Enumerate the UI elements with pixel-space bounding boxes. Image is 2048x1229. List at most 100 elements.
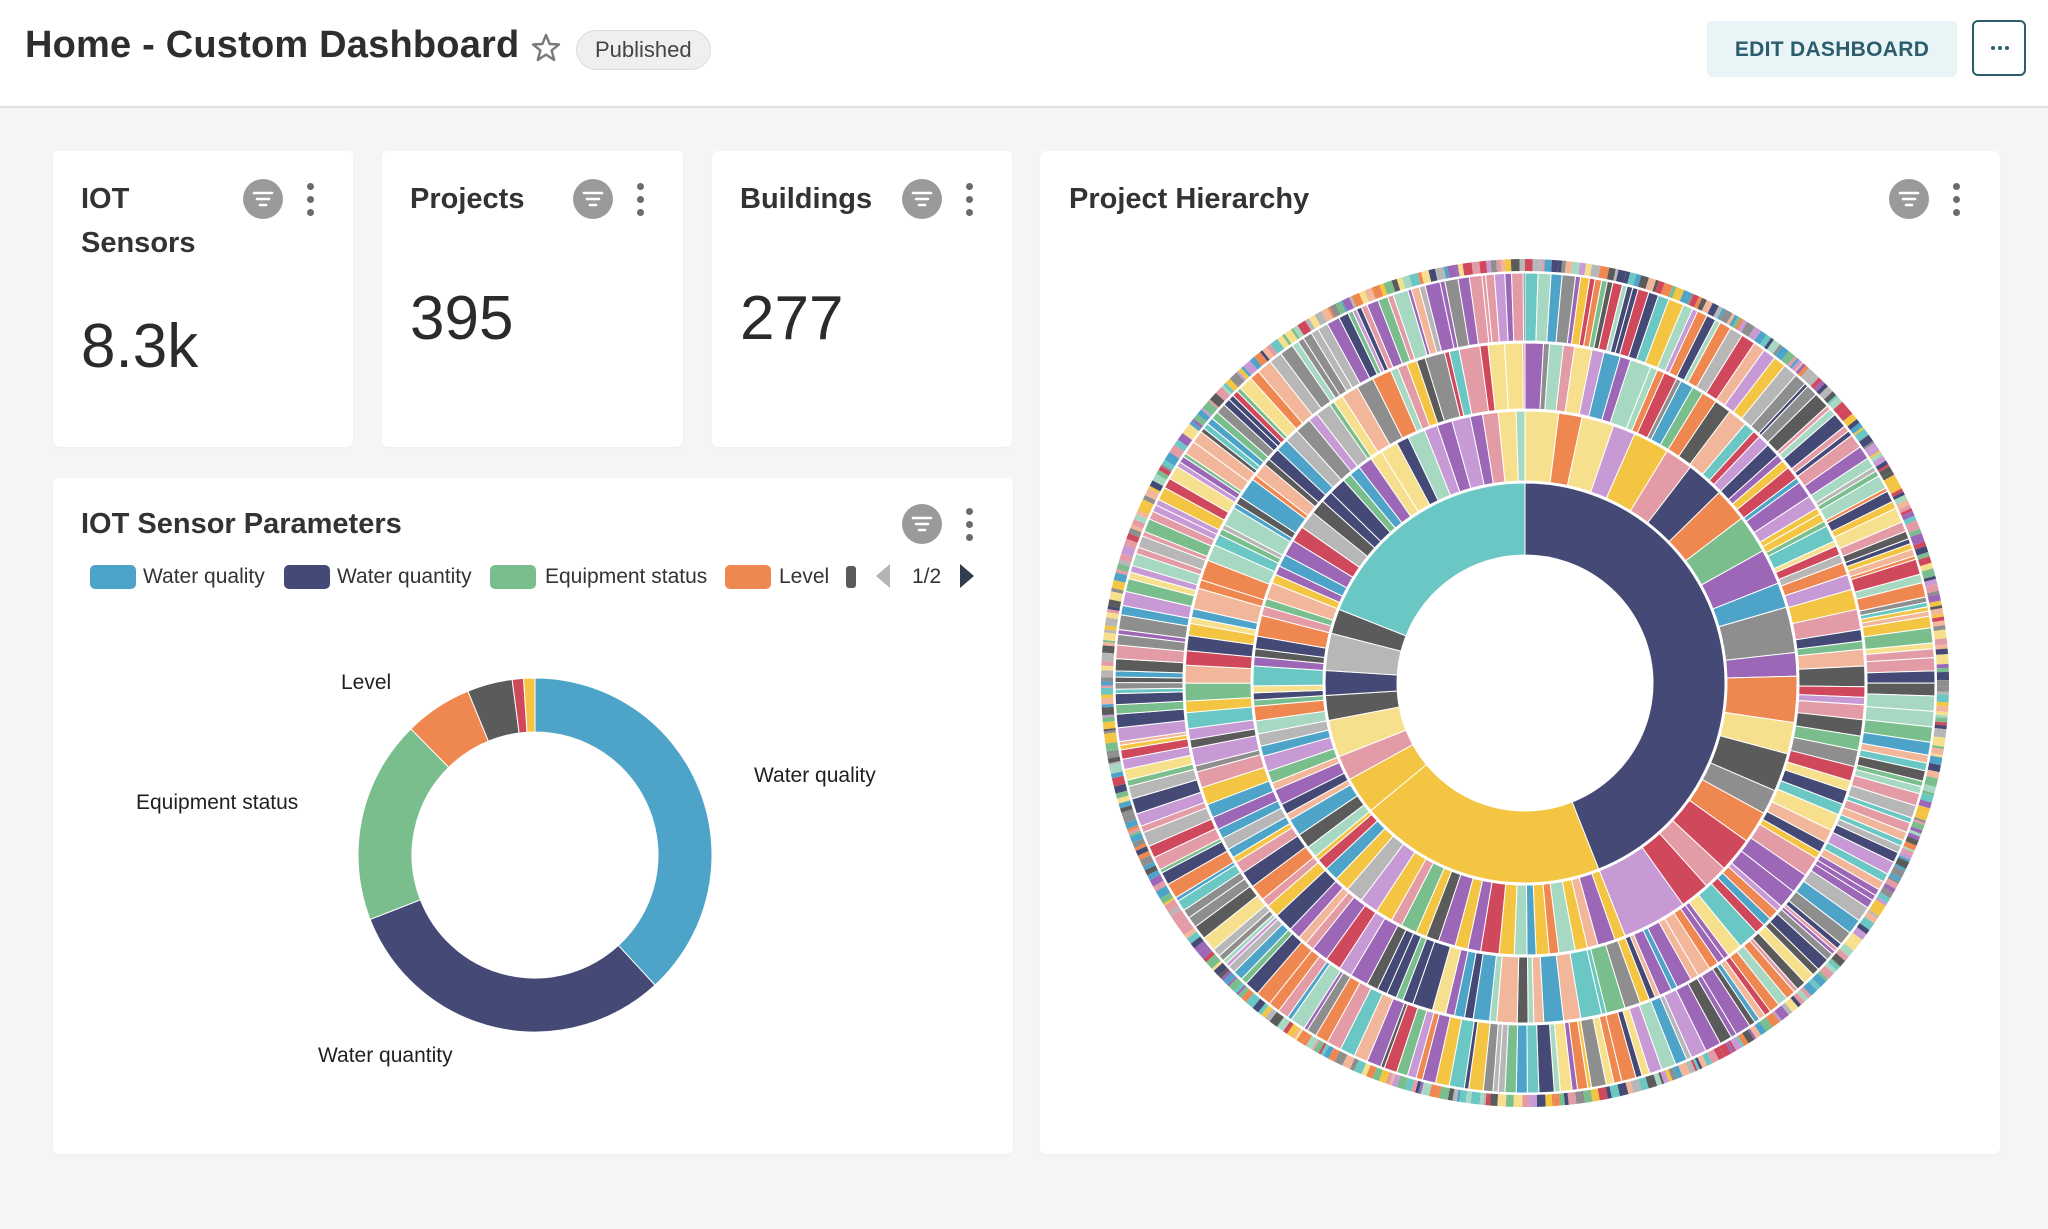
sunburst-segment[interactable] <box>1111 775 1126 787</box>
sunburst-segment[interactable] <box>1320 1043 1330 1057</box>
kebab-menu-icon[interactable] <box>1951 183 1961 217</box>
sunburst-segment[interactable] <box>1249 356 1262 370</box>
sunburst-segment[interactable] <box>1459 1089 1468 1103</box>
sunburst-segment[interactable] <box>1748 326 1761 341</box>
sunburst-segment[interactable] <box>1379 283 1388 297</box>
sunburst-segment[interactable] <box>1107 756 1121 764</box>
sunburst-segment[interactable] <box>1627 272 1637 286</box>
sunburst-segment[interactable] <box>1156 469 1169 480</box>
sunburst-segment[interactable] <box>1729 314 1739 327</box>
sunburst-segment[interactable] <box>1898 504 1912 514</box>
sunburst-segment[interactable] <box>1781 1002 1793 1015</box>
sunburst-segment[interactable] <box>1597 1087 1608 1101</box>
sunburst-segment[interactable] <box>1342 1054 1355 1070</box>
sunburst-segment[interactable] <box>1856 923 1870 935</box>
sunburst-segment[interactable] <box>1725 1041 1735 1054</box>
sunburst-segment[interactable] <box>1429 1084 1439 1098</box>
sunburst-segment[interactable] <box>1115 568 1129 576</box>
sunburst-segment[interactable] <box>1314 311 1328 326</box>
sunburst-segment[interactable] <box>1436 1085 1442 1099</box>
sunburst-segment[interactable] <box>1747 1028 1757 1040</box>
sunburst-segment[interactable] <box>1916 551 1930 560</box>
sunburst-segment[interactable] <box>1653 1072 1663 1086</box>
sunburst-segment[interactable] <box>1702 1052 1713 1066</box>
sunburst-segment[interactable] <box>1911 821 1925 831</box>
sunburst-segment[interactable] <box>1101 685 1114 688</box>
sunburst-segment[interactable] <box>1138 502 1153 515</box>
sunburst-segment[interactable] <box>1294 1028 1304 1041</box>
sunburst-segment[interactable] <box>1147 869 1161 881</box>
sunburst-segment[interactable] <box>1707 302 1719 317</box>
sunburst-segment[interactable] <box>1455 264 1460 277</box>
sunburst-segment[interactable] <box>1678 1062 1691 1077</box>
sunburst-segment[interactable] <box>1103 730 1116 734</box>
sunburst-segment[interactable] <box>1105 741 1119 752</box>
sunburst-segment[interactable] <box>1920 562 1934 572</box>
sunburst-segment[interactable] <box>1496 259 1502 272</box>
sunburst-segment[interactable] <box>1418 1081 1424 1095</box>
sunburst-segment[interactable] <box>1349 1058 1359 1071</box>
sunburst-segment[interactable] <box>1404 1078 1415 1092</box>
sunburst-segment[interactable] <box>1590 1088 1600 1102</box>
sunburst-segment[interactable] <box>1183 927 1197 939</box>
sunburst-segment[interactable] <box>1833 401 1847 415</box>
sunburst-segment[interactable] <box>1340 300 1348 313</box>
sunburst-segment[interactable] <box>1879 886 1894 899</box>
sunburst-segment[interactable] <box>1329 303 1341 318</box>
sunburst-segment[interactable] <box>1869 450 1881 459</box>
sunburst-segment[interactable] <box>1158 465 1172 476</box>
sunburst-segment[interactable] <box>1182 426 1198 441</box>
sunburst-segment[interactable] <box>1106 608 1120 614</box>
sunburst-segment[interactable] <box>1447 264 1458 279</box>
sunburst-segment[interactable] <box>1885 878 1899 889</box>
sunburst-segment[interactable] <box>1383 280 1396 295</box>
sunburst-segment[interactable] <box>1718 1042 1732 1058</box>
sunburst-segment[interactable] <box>1658 1072 1665 1085</box>
sunburst-segment[interactable] <box>1323 1045 1334 1059</box>
filter-icon[interactable] <box>243 179 283 219</box>
sunburst-segment[interactable] <box>1457 263 1465 277</box>
sunburst-segment[interactable] <box>1213 962 1228 977</box>
sunburst-segment[interactable] <box>1894 863 1907 872</box>
sunburst-segment[interactable] <box>1929 600 1942 608</box>
sunburst-segment[interactable] <box>1827 959 1839 971</box>
sunburst-segment[interactable] <box>1149 874 1164 887</box>
sunburst-segment[interactable] <box>1936 686 1949 692</box>
sunburst-segment[interactable] <box>1741 321 1755 337</box>
sunburst-segment[interactable] <box>1664 1069 1673 1082</box>
sunburst-segment[interactable] <box>1929 755 1943 766</box>
sunburst-segment[interactable] <box>1124 538 1138 549</box>
sunburst-segment[interactable] <box>1875 896 1888 906</box>
sunburst-segment[interactable] <box>1924 775 1939 788</box>
sunburst-segment[interactable] <box>1888 872 1902 882</box>
sunburst-segment[interactable] <box>1106 611 1119 620</box>
sunburst-segment[interactable] <box>1867 909 1880 919</box>
sunburst-segment[interactable] <box>1420 1082 1432 1097</box>
sunburst-segment[interactable] <box>1823 391 1837 404</box>
sunburst-segment[interactable] <box>1465 1090 1473 1104</box>
sunburst-segment[interactable] <box>1844 939 1858 951</box>
sunburst-segment[interactable] <box>1630 1079 1642 1093</box>
sunburst-segment[interactable] <box>1615 269 1627 283</box>
sunburst-segment[interactable] <box>1292 1027 1302 1039</box>
sunburst-segment[interactable] <box>1816 383 1828 395</box>
sunburst-segment[interactable] <box>1276 1017 1286 1029</box>
sunburst-segment[interactable] <box>1930 747 1944 756</box>
sunburst-segment[interactable] <box>1803 981 1817 996</box>
sunburst-segment[interactable] <box>1104 732 1117 741</box>
sunburst-segment[interactable] <box>1485 1093 1491 1106</box>
sunburst-segment[interactable] <box>1936 691 1949 695</box>
sunburst-segment[interactable] <box>1598 265 1610 280</box>
sunburst-segment[interactable] <box>1707 1049 1719 1064</box>
sunburst-segment[interactable] <box>1901 847 1914 856</box>
sunburst-segment[interactable] <box>1241 366 1252 377</box>
sunburst-segment[interactable] <box>1605 1086 1612 1099</box>
sunburst-segment[interactable] <box>1109 763 1123 774</box>
sunburst-segment[interactable] <box>1726 313 1736 326</box>
sunburst-segment[interactable] <box>1927 762 1941 773</box>
sunburst-segment[interactable] <box>1916 805 1930 816</box>
sunburst-segment[interactable] <box>1918 556 1932 567</box>
sunburst-segment[interactable] <box>1679 290 1689 303</box>
sunburst-segment[interactable] <box>1575 1090 1586 1104</box>
sunburst-segment[interactable] <box>1482 1092 1487 1106</box>
